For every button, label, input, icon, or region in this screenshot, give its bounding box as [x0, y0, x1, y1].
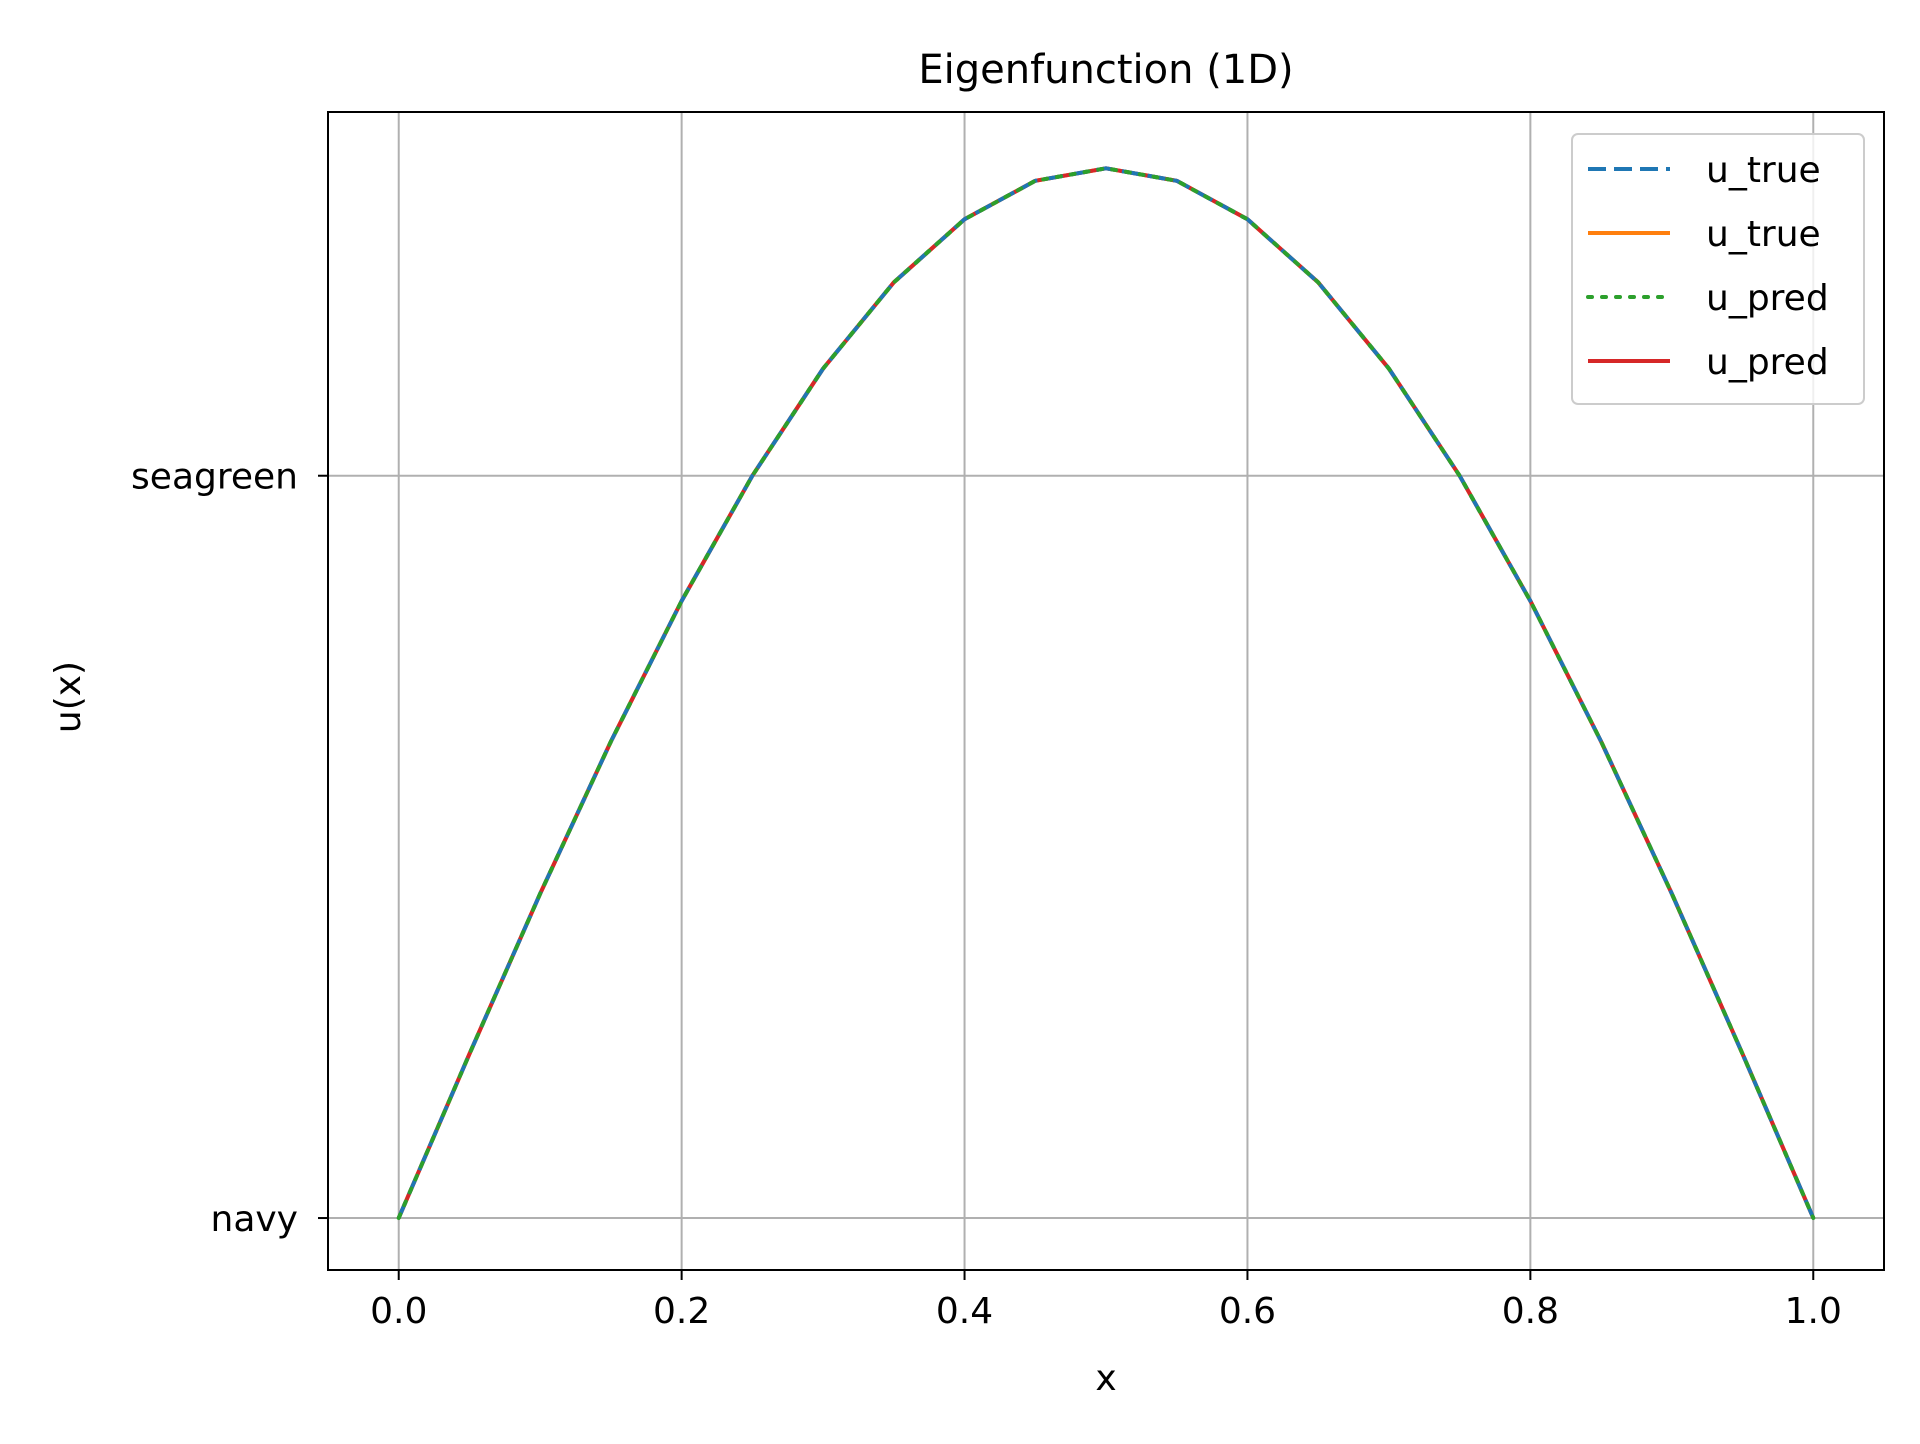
y-axis-ticks: navy seagreen [131, 457, 328, 1240]
legend-label: u_true [1706, 150, 1821, 191]
x-tick-label: 0.0 [370, 1291, 427, 1332]
series-line-u_pred-2 [396, 166, 1816, 1220]
legend-label: u_pred [1706, 278, 1829, 319]
x-tick-label: 1.0 [1785, 1291, 1842, 1332]
plot-frame [327, 111, 1885, 1271]
legend-label: u_pred [1706, 342, 1829, 383]
x-tick-label: 0.2 [653, 1291, 710, 1332]
legend-box [1571, 133, 1865, 405]
series-lines [396, 166, 1816, 1220]
chart-title: Eigenfunction (1D) [918, 47, 1293, 93]
legend-label: u_true [1706, 214, 1821, 255]
y-tick-label: navy [211, 1199, 299, 1240]
legend: u_true u_true u_pred u_pred [1571, 133, 1865, 405]
y-axis-label: u(x) [48, 661, 89, 733]
x-tick-label: 0.4 [936, 1291, 993, 1332]
y-tick-label: seagreen [131, 457, 298, 498]
grid [328, 112, 1884, 1270]
x-axis-label: x [1095, 1358, 1116, 1399]
x-axis-ticks: 0.0 0.2 0.4 0.6 0.8 1.0 [370, 1270, 1842, 1332]
x-tick-label: 0.8 [1502, 1291, 1559, 1332]
x-tick-label: 0.6 [1219, 1291, 1276, 1332]
